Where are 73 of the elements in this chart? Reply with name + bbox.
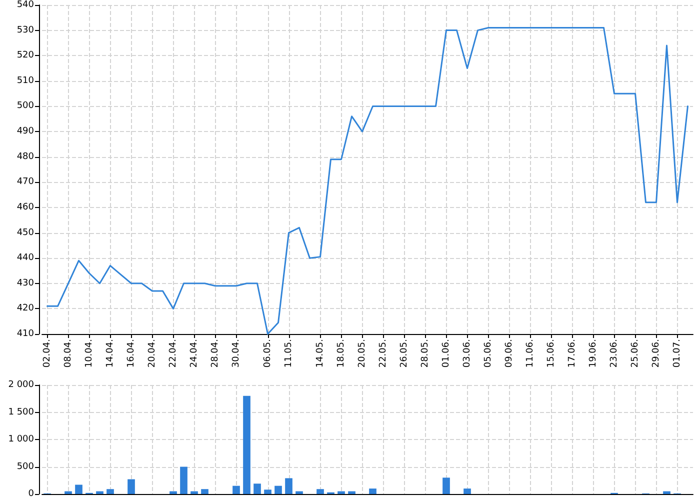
y-tick-label: 490: [16, 126, 34, 137]
bar: [316, 489, 324, 494]
x-tick-label: 22.04.: [168, 339, 178, 368]
x-tick-label: 24.04.: [189, 339, 200, 368]
x-tick-label: 17.06.: [567, 339, 578, 368]
y-tick-label: 520: [16, 50, 34, 61]
y-tick-label: 540: [16, 0, 34, 10]
x-tick-label: 06.05.: [262, 339, 273, 368]
x-tick-label: 14.04.: [105, 339, 116, 368]
bar: [190, 491, 198, 494]
bar: [254, 484, 261, 494]
x-tick-label: 30.04.: [231, 339, 242, 368]
x-tick-label: 22.05.: [378, 339, 388, 368]
y-tick-label: 500: [16, 462, 34, 472]
x-tick-label: 15.06.: [546, 339, 556, 368]
x-tick-label: 19.06.: [588, 339, 598, 368]
bar: [442, 478, 450, 494]
x-tick-label: 14.05.: [315, 339, 326, 368]
x-tick-label: 20.05.: [357, 339, 368, 368]
x-tick-label: 03.06.: [462, 339, 472, 368]
x-tick-label: 02.04.: [42, 339, 52, 368]
y-tick-label: 460: [16, 202, 34, 212]
y-tick-label: 0: [28, 489, 34, 499]
bar: [296, 491, 303, 494]
x-tick-label: 09.06.: [504, 339, 514, 368]
x-tick-label: 28.05.: [420, 339, 430, 368]
x-tick-label: 01.07.: [672, 339, 682, 368]
bar: [96, 491, 104, 494]
x-tick-label: 28.04.: [210, 339, 220, 368]
y-tick-label: 530: [16, 25, 34, 36]
bar: [201, 489, 208, 494]
bar: [180, 466, 188, 494]
bar: [274, 486, 282, 494]
bar: [464, 488, 471, 494]
x-tick-label: 16.04.: [126, 339, 136, 368]
bar: [64, 491, 72, 494]
bar: [338, 491, 345, 494]
x-tick-label: 18.05.: [336, 339, 346, 368]
y-tick-label: 420: [16, 304, 34, 314]
y-tick-label: 1 000: [8, 434, 34, 444]
x-tick-label: 26.05.: [399, 339, 410, 368]
y-tick-label: 2 000: [8, 380, 34, 390]
bar: [285, 478, 292, 494]
x-tick-label: 20.04.: [147, 339, 158, 368]
y-tick-label: 430: [16, 278, 34, 288]
bar: [106, 489, 114, 494]
y-tick-label: 410: [16, 329, 34, 339]
x-tick-label: 25.06.: [630, 339, 640, 368]
bar: [369, 488, 376, 494]
x-tick-label: 11.05.: [284, 339, 294, 368]
bar: [75, 484, 82, 494]
x-tick-label: 10.04.: [84, 339, 94, 368]
y-tick-label: 1 500: [8, 407, 34, 418]
x-tick-label: 11.06.: [525, 339, 536, 368]
bar: [663, 491, 670, 494]
y-tick-label: 450: [16, 228, 34, 238]
bar: [232, 486, 240, 494]
y-tick-label: 440: [16, 253, 34, 264]
y-tick-label: 500: [16, 101, 34, 112]
bar: [170, 491, 177, 494]
bar: [243, 396, 250, 494]
x-tick-label: 05.06.: [483, 339, 494, 368]
x-tick-label: 29.06.: [651, 339, 662, 368]
x-tick-label: 23.06.: [609, 339, 620, 368]
x-tick-label: 01.06.: [441, 339, 452, 368]
bar: [348, 491, 356, 494]
line-series: [46, 27, 688, 335]
y-tick-label: 510: [16, 76, 34, 86]
x-tick-label: 08.04.: [63, 339, 74, 368]
y-tick-label: 470: [16, 177, 34, 188]
bar: [264, 490, 272, 494]
y-tick-label: 480: [16, 152, 34, 162]
bar: [128, 479, 135, 494]
